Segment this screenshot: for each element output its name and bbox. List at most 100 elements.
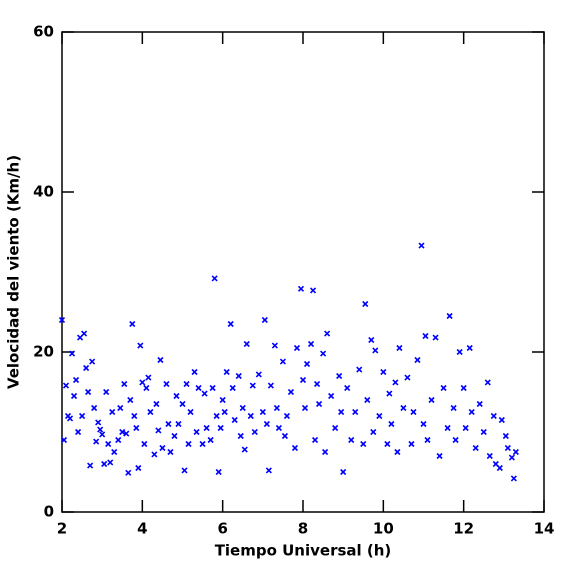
point bbox=[271, 342, 278, 349]
point bbox=[261, 316, 268, 324]
point bbox=[316, 400, 323, 408]
point bbox=[247, 412, 254, 420]
point bbox=[137, 342, 144, 349]
point bbox=[213, 412, 220, 420]
point bbox=[322, 448, 329, 456]
x-tick-label: 12 bbox=[453, 520, 474, 538]
point bbox=[221, 408, 228, 416]
point bbox=[420, 420, 427, 428]
point bbox=[396, 344, 403, 352]
point bbox=[83, 364, 90, 372]
point bbox=[388, 420, 395, 428]
point bbox=[450, 404, 457, 412]
point bbox=[281, 432, 288, 440]
point bbox=[115, 436, 122, 444]
point bbox=[81, 330, 88, 337]
point bbox=[309, 287, 317, 294]
point bbox=[93, 438, 100, 445]
point bbox=[311, 436, 319, 444]
point bbox=[235, 372, 242, 380]
point bbox=[452, 436, 459, 444]
point bbox=[91, 404, 98, 412]
point bbox=[237, 432, 244, 440]
x-axis-label: Tiempo Universal (h) bbox=[215, 542, 392, 560]
point bbox=[143, 384, 150, 392]
point bbox=[95, 419, 102, 426]
point bbox=[259, 408, 266, 416]
point bbox=[60, 436, 68, 444]
point bbox=[480, 428, 487, 436]
point bbox=[265, 467, 272, 474]
point bbox=[338, 408, 345, 416]
point bbox=[263, 420, 270, 428]
point bbox=[283, 412, 290, 420]
point bbox=[147, 408, 154, 416]
point bbox=[324, 330, 331, 337]
point bbox=[97, 426, 104, 433]
point bbox=[129, 320, 136, 328]
point bbox=[151, 451, 158, 458]
point bbox=[123, 430, 130, 437]
plot-frame bbox=[61, 31, 545, 513]
point bbox=[241, 446, 248, 453]
point bbox=[255, 371, 262, 378]
point bbox=[193, 428, 200, 436]
point bbox=[157, 356, 164, 364]
point bbox=[386, 390, 393, 397]
point bbox=[75, 428, 82, 436]
point bbox=[460, 384, 467, 392]
point bbox=[175, 420, 182, 428]
point bbox=[504, 444, 511, 452]
x-tick-label: 8 bbox=[298, 520, 308, 538]
point bbox=[62, 382, 70, 389]
point bbox=[440, 384, 447, 392]
point bbox=[303, 360, 311, 368]
point bbox=[380, 368, 387, 376]
x-tick-label: 6 bbox=[217, 520, 227, 538]
point bbox=[360, 440, 367, 448]
point bbox=[502, 432, 509, 440]
point bbox=[490, 412, 497, 420]
point bbox=[287, 388, 295, 396]
point bbox=[436, 452, 443, 460]
y-tick-label: 40 bbox=[33, 183, 54, 201]
point bbox=[446, 312, 453, 320]
point bbox=[66, 415, 74, 422]
point bbox=[243, 340, 250, 348]
y-tick-label: 0 bbox=[44, 503, 54, 521]
point bbox=[251, 428, 258, 436]
point bbox=[362, 300, 369, 308]
point bbox=[424, 436, 431, 444]
point bbox=[428, 396, 435, 404]
point bbox=[249, 382, 256, 389]
point bbox=[217, 424, 224, 432]
y-tick-label: 20 bbox=[33, 343, 54, 361]
point bbox=[135, 464, 142, 472]
point bbox=[211, 275, 218, 282]
point bbox=[155, 427, 162, 434]
point bbox=[368, 336, 375, 344]
point bbox=[400, 404, 407, 412]
point bbox=[89, 358, 96, 365]
point bbox=[203, 424, 210, 432]
point bbox=[392, 379, 399, 386]
point bbox=[498, 416, 505, 424]
point bbox=[313, 380, 321, 388]
point bbox=[159, 444, 166, 452]
point bbox=[301, 404, 309, 412]
point bbox=[145, 374, 152, 381]
point bbox=[85, 388, 92, 396]
y-axis-label: Velocidad del viento (Km/h) bbox=[5, 155, 23, 389]
point bbox=[173, 392, 180, 400]
point bbox=[486, 452, 493, 460]
point bbox=[332, 424, 339, 432]
point bbox=[291, 444, 299, 452]
point bbox=[510, 475, 517, 482]
x-tick-label: 14 bbox=[534, 520, 555, 538]
point bbox=[167, 448, 174, 456]
point bbox=[344, 384, 351, 392]
point bbox=[99, 431, 106, 438]
point bbox=[181, 467, 188, 474]
point bbox=[179, 400, 186, 408]
